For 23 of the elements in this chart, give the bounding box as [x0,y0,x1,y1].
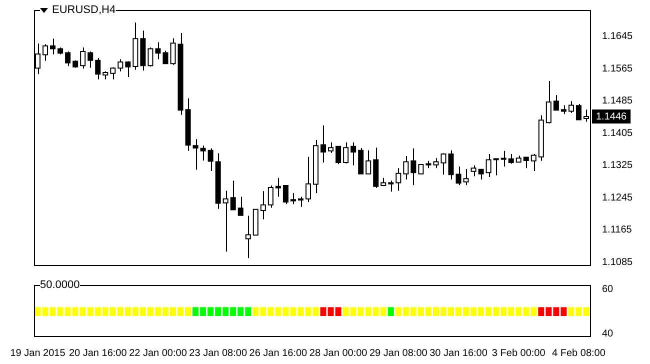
y-tick-label: 1.1405 [602,128,634,139]
y-tick-label: 1.1245 [602,192,634,204]
chart-title: 50.0000 [40,279,80,291]
x-tick-label: 23 Jan 08:00 [189,348,248,359]
y-tick-label: 1.1085 [602,256,634,268]
annotation: 1.1446 [596,111,628,122]
x-tick-label: 19 Jan 2015 [10,348,66,359]
y-tick-label: 1.1325 [602,160,634,172]
x-tick-label: 26 Jan 16:00 [249,348,308,359]
x-tick-label: 20 Jan 16:00 [68,348,128,359]
y-tick-label: 40 [602,328,614,340]
x-tick-label: 3 Feb 00:00 [492,348,546,359]
y-tick-label: 1.1485 [602,96,634,107]
x-tick-label: 22 Jan 00:00 [129,348,188,359]
chart-title: EURUSD,H4 [52,4,116,16]
x-tick-label: 30 Jan 16:00 [430,348,488,359]
y-tick-label: 60 [602,284,614,296]
x-tick-label: 4 Feb 08:00 [552,348,606,359]
y-tick-label: 1.1645 [602,30,634,42]
x-tick-label: 28 Jan 00:00 [309,348,368,359]
y-tick-label: 1.1165 [602,224,632,236]
y-tick-label: 1.1565 [602,63,634,74]
x-tick-label: 29 Jan 08:00 [369,348,428,359]
